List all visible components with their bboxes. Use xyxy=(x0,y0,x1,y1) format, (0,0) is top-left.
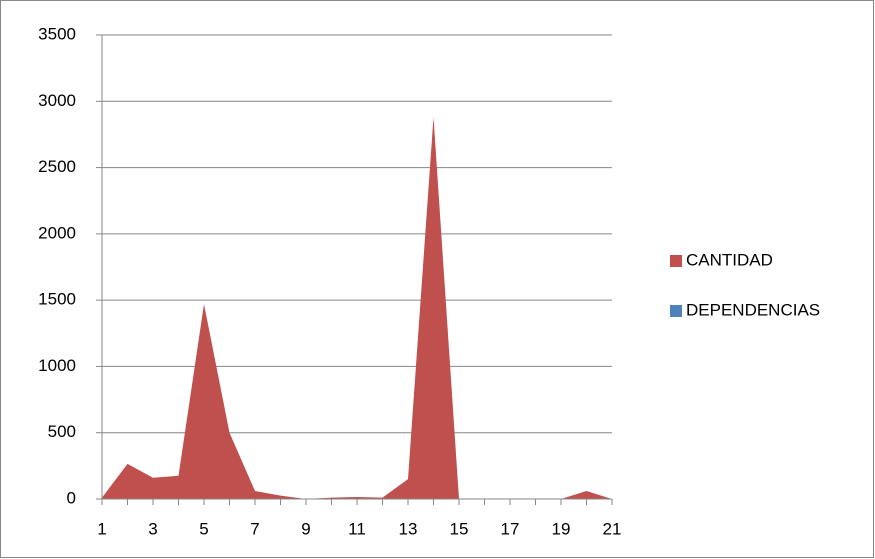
y-tick-label: 3500 xyxy=(38,24,76,43)
x-tick-label: 11 xyxy=(348,519,366,538)
y-tick-label: 500 xyxy=(48,422,76,441)
x-tick-label: 15 xyxy=(450,519,469,538)
y-tick-label: 2500 xyxy=(38,157,76,176)
y-tick-label: 3000 xyxy=(38,91,76,110)
y-tick-label: 0 xyxy=(67,488,76,507)
x-tick-label: 1 xyxy=(97,519,106,538)
x-tick-label: 9 xyxy=(301,519,310,538)
x-tick-label: 17 xyxy=(501,519,520,538)
x-tick-label: 5 xyxy=(199,519,208,538)
x-tick-label: 19 xyxy=(552,519,571,538)
y-tick-label: 2000 xyxy=(38,223,76,242)
legend-label: DEPENDENCIAS xyxy=(686,300,820,319)
area xyxy=(102,117,612,500)
legend-swatch xyxy=(670,255,682,267)
x-tick-label: 3 xyxy=(148,519,157,538)
y-tick-label: 1500 xyxy=(38,290,76,309)
y-tick-label: 1000 xyxy=(38,356,76,375)
x-tick-label: 13 xyxy=(399,519,418,538)
x-tick-label: 7 xyxy=(250,519,259,538)
legend-label: CANTIDAD xyxy=(686,250,773,269)
legend-swatch xyxy=(670,305,682,317)
x-tick-label: 21 xyxy=(603,519,622,538)
